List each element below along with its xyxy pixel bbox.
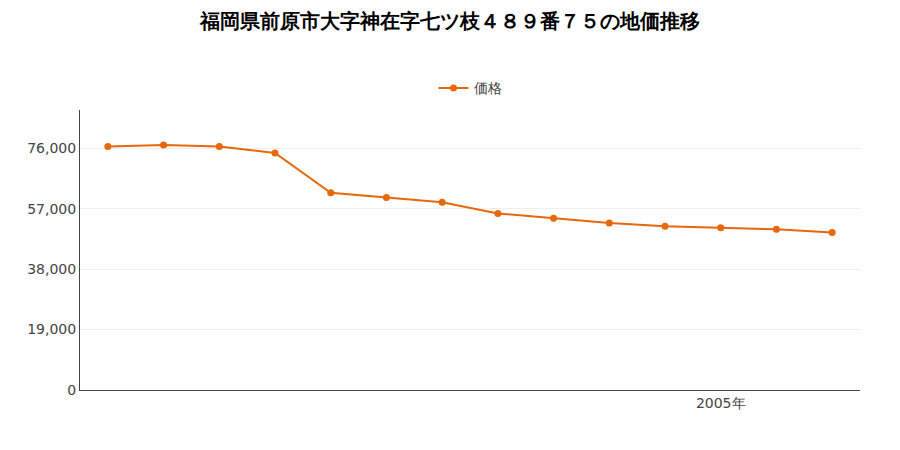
svg-text:0: 0 (67, 382, 76, 398)
svg-text:19,000: 19,000 (27, 321, 76, 337)
svg-text:38,000: 38,000 (27, 261, 76, 277)
svg-text:57,000: 57,000 (27, 201, 76, 217)
svg-text:福岡県前原市大字神在字七ツ枝４８９番７５の地価推移: 福岡県前原市大字神在字七ツ枝４８９番７５の地価推移 (199, 9, 700, 33)
svg-text:価格: 価格 (474, 80, 502, 96)
svg-text:76,000: 76,000 (27, 140, 76, 156)
svg-text:2005年: 2005年 (696, 395, 746, 411)
